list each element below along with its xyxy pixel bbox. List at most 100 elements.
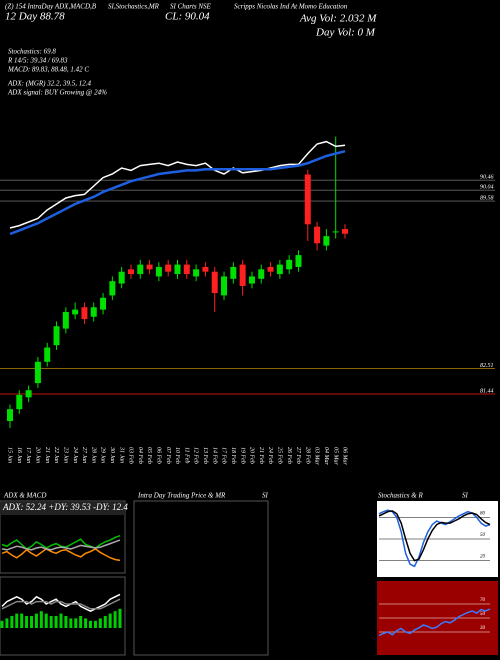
price-label: 89.58 <box>480 195 494 201</box>
x-tick-label: 24 Feb <box>267 447 274 464</box>
x-tick-label: 06 Feb <box>156 447 162 464</box>
x-tick-label: 05 Mar <box>332 447 338 465</box>
bar <box>74 618 78 628</box>
y-tick-label: 50 <box>480 612 486 617</box>
price-label: 90.46 <box>480 174 494 181</box>
bar <box>20 613 24 628</box>
bar <box>5 618 9 628</box>
day-avg: 12 Day 88.78 <box>5 11 65 23</box>
bar <box>64 616 68 628</box>
x-tick-label: 28 Feb <box>304 447 310 464</box>
y-tick-label: 20 <box>480 555 486 560</box>
info: ADX: (MGR) 32.2, 39.5, 12.4 <box>7 80 92 88</box>
x-tick-label: 20 Feb <box>249 447 255 464</box>
price-label: 81.44 <box>480 387 494 394</box>
candle-body <box>127 269 134 275</box>
bar <box>49 616 53 628</box>
candle-body <box>193 269 200 277</box>
indicator-line <box>1 598 121 610</box>
indicator-line <box>1 593 121 613</box>
candle-body <box>109 281 116 296</box>
bar <box>44 613 48 628</box>
bar <box>39 611 43 628</box>
bar <box>93 620 97 628</box>
x-tick-label: 04 Mar <box>323 447 330 465</box>
candle-body <box>267 266 274 272</box>
candle-body <box>239 264 246 286</box>
bar <box>98 618 102 628</box>
panel-title: SI <box>462 492 469 500</box>
x-tick-label: 03 Feb <box>128 447 134 464</box>
x-tick-label: 15 Jan <box>7 447 13 463</box>
x-tick-label: 10 Feb <box>174 447 180 464</box>
bar <box>108 613 112 628</box>
x-tick-label: 23 Jan <box>62 447 68 463</box>
candle-body <box>323 236 330 246</box>
overlay-line <box>9 149 346 236</box>
indicator-line <box>1 534 121 550</box>
candle-body <box>146 264 153 270</box>
x-tick-label: 18 Feb <box>230 447 236 464</box>
x-tick-label: 21 Jan <box>44 447 50 463</box>
x-tick-label: 07 Feb <box>165 447 171 464</box>
day-vol: Day Vol: 0 M <box>315 27 376 39</box>
candle-body <box>202 266 209 272</box>
bar <box>15 613 19 628</box>
candle-body <box>62 312 69 329</box>
header-text: SI,Stochastics,MR <box>108 3 160 11</box>
x-tick-label: 22 Jan <box>53 447 59 463</box>
candle-body <box>165 264 172 272</box>
candle-body <box>295 255 302 267</box>
x-tick-label: 21 Feb <box>258 447 264 464</box>
x-tick-label: 26 Feb <box>286 447 292 464</box>
x-tick-label: 03 Mar <box>314 447 320 465</box>
bar <box>118 608 122 628</box>
avg-vol: Avg Vol: 2.032 M <box>299 13 377 25</box>
indicator-line <box>1 548 121 562</box>
candle-body <box>258 269 265 279</box>
candle-body <box>211 271 218 294</box>
info: R 14/5: 39.34 / 69.83 <box>7 57 68 65</box>
panel-title: ADX & MACD <box>3 492 46 500</box>
intraday-panel <box>133 500 269 656</box>
candle-body <box>248 276 255 284</box>
candle-body <box>332 231 339 233</box>
panel-title: Intra Day Trading Price & MR <box>137 492 226 500</box>
candle-body <box>174 264 181 275</box>
indicator-line <box>378 510 491 562</box>
x-tick-label: 17 Feb <box>221 447 227 464</box>
candle-body <box>221 276 228 296</box>
bar <box>103 616 107 628</box>
candle-body <box>314 226 321 244</box>
x-tick-label: 04 Feb <box>137 447 144 464</box>
y-tick-label: 70 <box>480 598 486 603</box>
candle-body <box>100 297 107 310</box>
candle-body <box>81 307 88 320</box>
x-tick-label: 28 Jan <box>90 447 96 463</box>
y-tick-label: 80 <box>480 512 486 517</box>
candle-body <box>25 390 32 398</box>
info: ADX signal: BUY Growing @ 24% <box>7 89 107 97</box>
header-text: SI Charts NSE <box>170 3 212 11</box>
info: MACD: 89.83, 88.48, 1.42 C <box>7 66 89 74</box>
candle-body <box>34 361 41 384</box>
indicator-line <box>1 539 121 551</box>
bar <box>79 616 83 628</box>
overlay-line <box>9 140 346 229</box>
x-tick-label: 30 Jan <box>109 446 115 463</box>
candle-body <box>137 264 144 275</box>
bar <box>54 616 58 628</box>
x-tick-label: 27 Jan <box>81 447 87 463</box>
candle-body <box>53 326 60 346</box>
price-label: 90.04 <box>480 184 494 191</box>
x-tick-label: 27 Feb <box>295 447 301 464</box>
candle-body <box>276 264 283 275</box>
candle-body <box>183 264 190 275</box>
indicator-line <box>378 608 491 637</box>
bar <box>84 618 88 628</box>
bar <box>25 616 29 628</box>
bar <box>10 616 14 628</box>
panel-title: SI <box>262 492 269 500</box>
candle-body <box>230 266 237 279</box>
